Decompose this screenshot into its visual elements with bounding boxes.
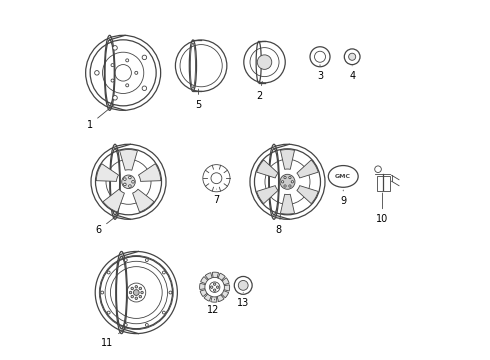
Wedge shape: [297, 160, 318, 178]
Text: 2: 2: [256, 81, 263, 101]
Circle shape: [128, 185, 131, 187]
Circle shape: [142, 55, 147, 60]
Wedge shape: [215, 273, 225, 287]
Wedge shape: [215, 285, 230, 291]
Circle shape: [111, 79, 114, 82]
Wedge shape: [120, 149, 137, 170]
Circle shape: [289, 176, 291, 179]
Text: 10: 10: [376, 193, 389, 224]
Circle shape: [142, 86, 147, 90]
Wedge shape: [215, 287, 224, 302]
Circle shape: [238, 280, 248, 290]
Text: 3: 3: [317, 65, 323, 81]
Circle shape: [128, 176, 131, 179]
Circle shape: [107, 271, 110, 274]
Wedge shape: [204, 287, 215, 301]
Wedge shape: [257, 160, 278, 178]
Ellipse shape: [328, 166, 358, 187]
Circle shape: [289, 185, 291, 187]
Wedge shape: [257, 186, 278, 204]
Circle shape: [284, 185, 286, 187]
Circle shape: [139, 295, 142, 298]
Wedge shape: [280, 194, 294, 214]
Circle shape: [135, 71, 138, 74]
Text: GMC: GMC: [335, 174, 351, 179]
Circle shape: [124, 324, 127, 327]
Circle shape: [122, 175, 135, 189]
Circle shape: [163, 271, 165, 274]
Circle shape: [291, 181, 294, 183]
Text: 5: 5: [196, 89, 202, 110]
Text: 7: 7: [213, 189, 220, 204]
Circle shape: [135, 285, 138, 288]
Circle shape: [133, 290, 139, 296]
Wedge shape: [200, 287, 215, 297]
Circle shape: [214, 283, 216, 285]
Circle shape: [280, 174, 295, 189]
Circle shape: [163, 311, 165, 314]
Circle shape: [113, 95, 117, 100]
Circle shape: [113, 46, 117, 50]
Circle shape: [135, 297, 138, 300]
Circle shape: [132, 180, 134, 183]
Wedge shape: [215, 287, 229, 298]
Circle shape: [129, 291, 132, 294]
Circle shape: [126, 59, 129, 62]
Wedge shape: [133, 189, 154, 212]
Wedge shape: [205, 273, 215, 287]
Circle shape: [141, 291, 143, 294]
Text: 12: 12: [207, 299, 219, 315]
Circle shape: [284, 176, 286, 179]
Circle shape: [217, 286, 219, 288]
Wedge shape: [103, 189, 124, 212]
Circle shape: [210, 286, 213, 288]
Text: 1: 1: [87, 105, 114, 130]
Circle shape: [126, 84, 129, 87]
Circle shape: [107, 311, 110, 314]
Circle shape: [123, 178, 126, 180]
Wedge shape: [280, 149, 294, 169]
Circle shape: [169, 291, 172, 294]
Wedge shape: [212, 272, 219, 287]
Wedge shape: [199, 283, 215, 289]
Wedge shape: [96, 164, 119, 181]
Circle shape: [146, 258, 148, 261]
Circle shape: [123, 183, 126, 186]
Circle shape: [131, 295, 133, 298]
Circle shape: [281, 181, 284, 183]
Wedge shape: [200, 276, 215, 287]
Wedge shape: [139, 164, 161, 181]
Wedge shape: [211, 287, 217, 302]
Text: 4: 4: [349, 66, 355, 81]
Circle shape: [101, 291, 104, 294]
Circle shape: [139, 287, 142, 290]
Circle shape: [111, 64, 114, 67]
Wedge shape: [297, 186, 318, 204]
Circle shape: [131, 287, 133, 290]
Circle shape: [348, 53, 356, 60]
Circle shape: [124, 258, 127, 261]
Text: 11: 11: [101, 327, 127, 347]
Text: 13: 13: [237, 293, 249, 308]
Circle shape: [146, 324, 148, 327]
Text: 6: 6: [96, 213, 120, 235]
Circle shape: [257, 55, 272, 69]
Text: 8: 8: [276, 215, 282, 235]
Text: 9: 9: [340, 190, 346, 206]
Wedge shape: [215, 278, 229, 287]
Circle shape: [214, 289, 216, 291]
Circle shape: [95, 71, 99, 75]
Bar: [376, 176, 390, 191]
Circle shape: [205, 278, 224, 297]
